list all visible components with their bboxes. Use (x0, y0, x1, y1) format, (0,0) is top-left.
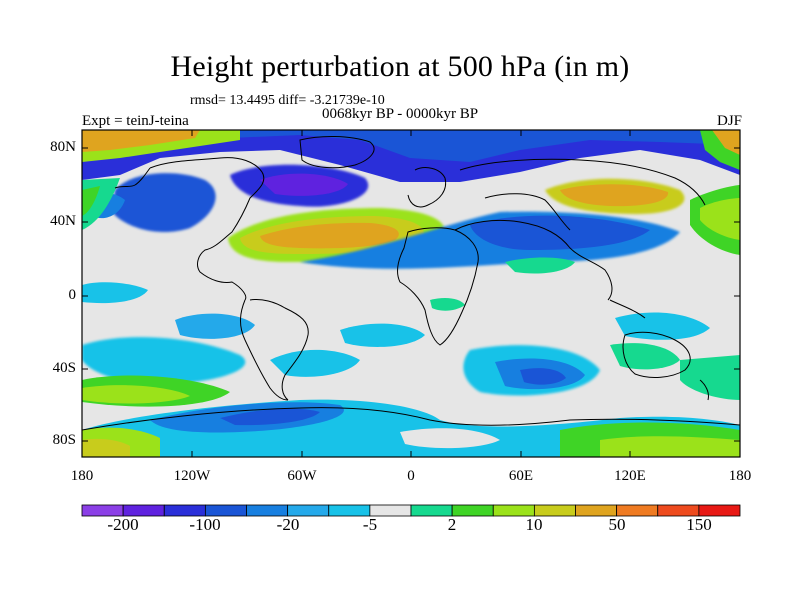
colorbar-label: 2 (447, 515, 457, 534)
period-subtitle: 0068kyr BP - 0000kyr BP (322, 106, 479, 122)
colorbar-label: -20 (276, 515, 300, 534)
lat-tick-label: 40S (52, 360, 76, 376)
colorbar-label: 10 (525, 515, 543, 534)
lon-tick-label: 180 (728, 468, 752, 484)
colorbar-label: -5 (362, 515, 378, 534)
map-title: Height perturbation at 500 hPa (in m) (170, 50, 630, 83)
experiment-label: Expt = teinJ-teina (82, 113, 189, 129)
lat-tick-label: 80S (52, 432, 76, 448)
colorbar-label: -100 (189, 515, 221, 534)
lon-tick-label: 60W (287, 468, 317, 484)
lat-tick-label: 40N (50, 213, 76, 229)
height-field (82, 130, 740, 457)
colorbar-swatch (698, 504, 741, 517)
lon-tick-label: 180 (70, 468, 94, 484)
colorbar-label: -200 (107, 515, 139, 534)
colorbar (81, 504, 741, 517)
lon-tick-label: 120E (614, 468, 646, 484)
colorbar-label: 150 (686, 515, 712, 534)
lon-tick-label: 60E (508, 468, 534, 484)
rmsd-subtitle: rmsd= 13.4495 diff= -3.21739e-10 (190, 93, 385, 108)
coastlines (82, 135, 740, 431)
colorbar-label: 50 (608, 515, 626, 534)
lat-tick-label: 80N (50, 139, 76, 155)
season-label: DJF (716, 113, 742, 129)
axis-ticks (81, 130, 741, 457)
lat-tick-label: 0 (68, 287, 77, 303)
lon-tick-label: 120W (173, 468, 211, 484)
lon-tick-label: 0 (407, 468, 415, 484)
